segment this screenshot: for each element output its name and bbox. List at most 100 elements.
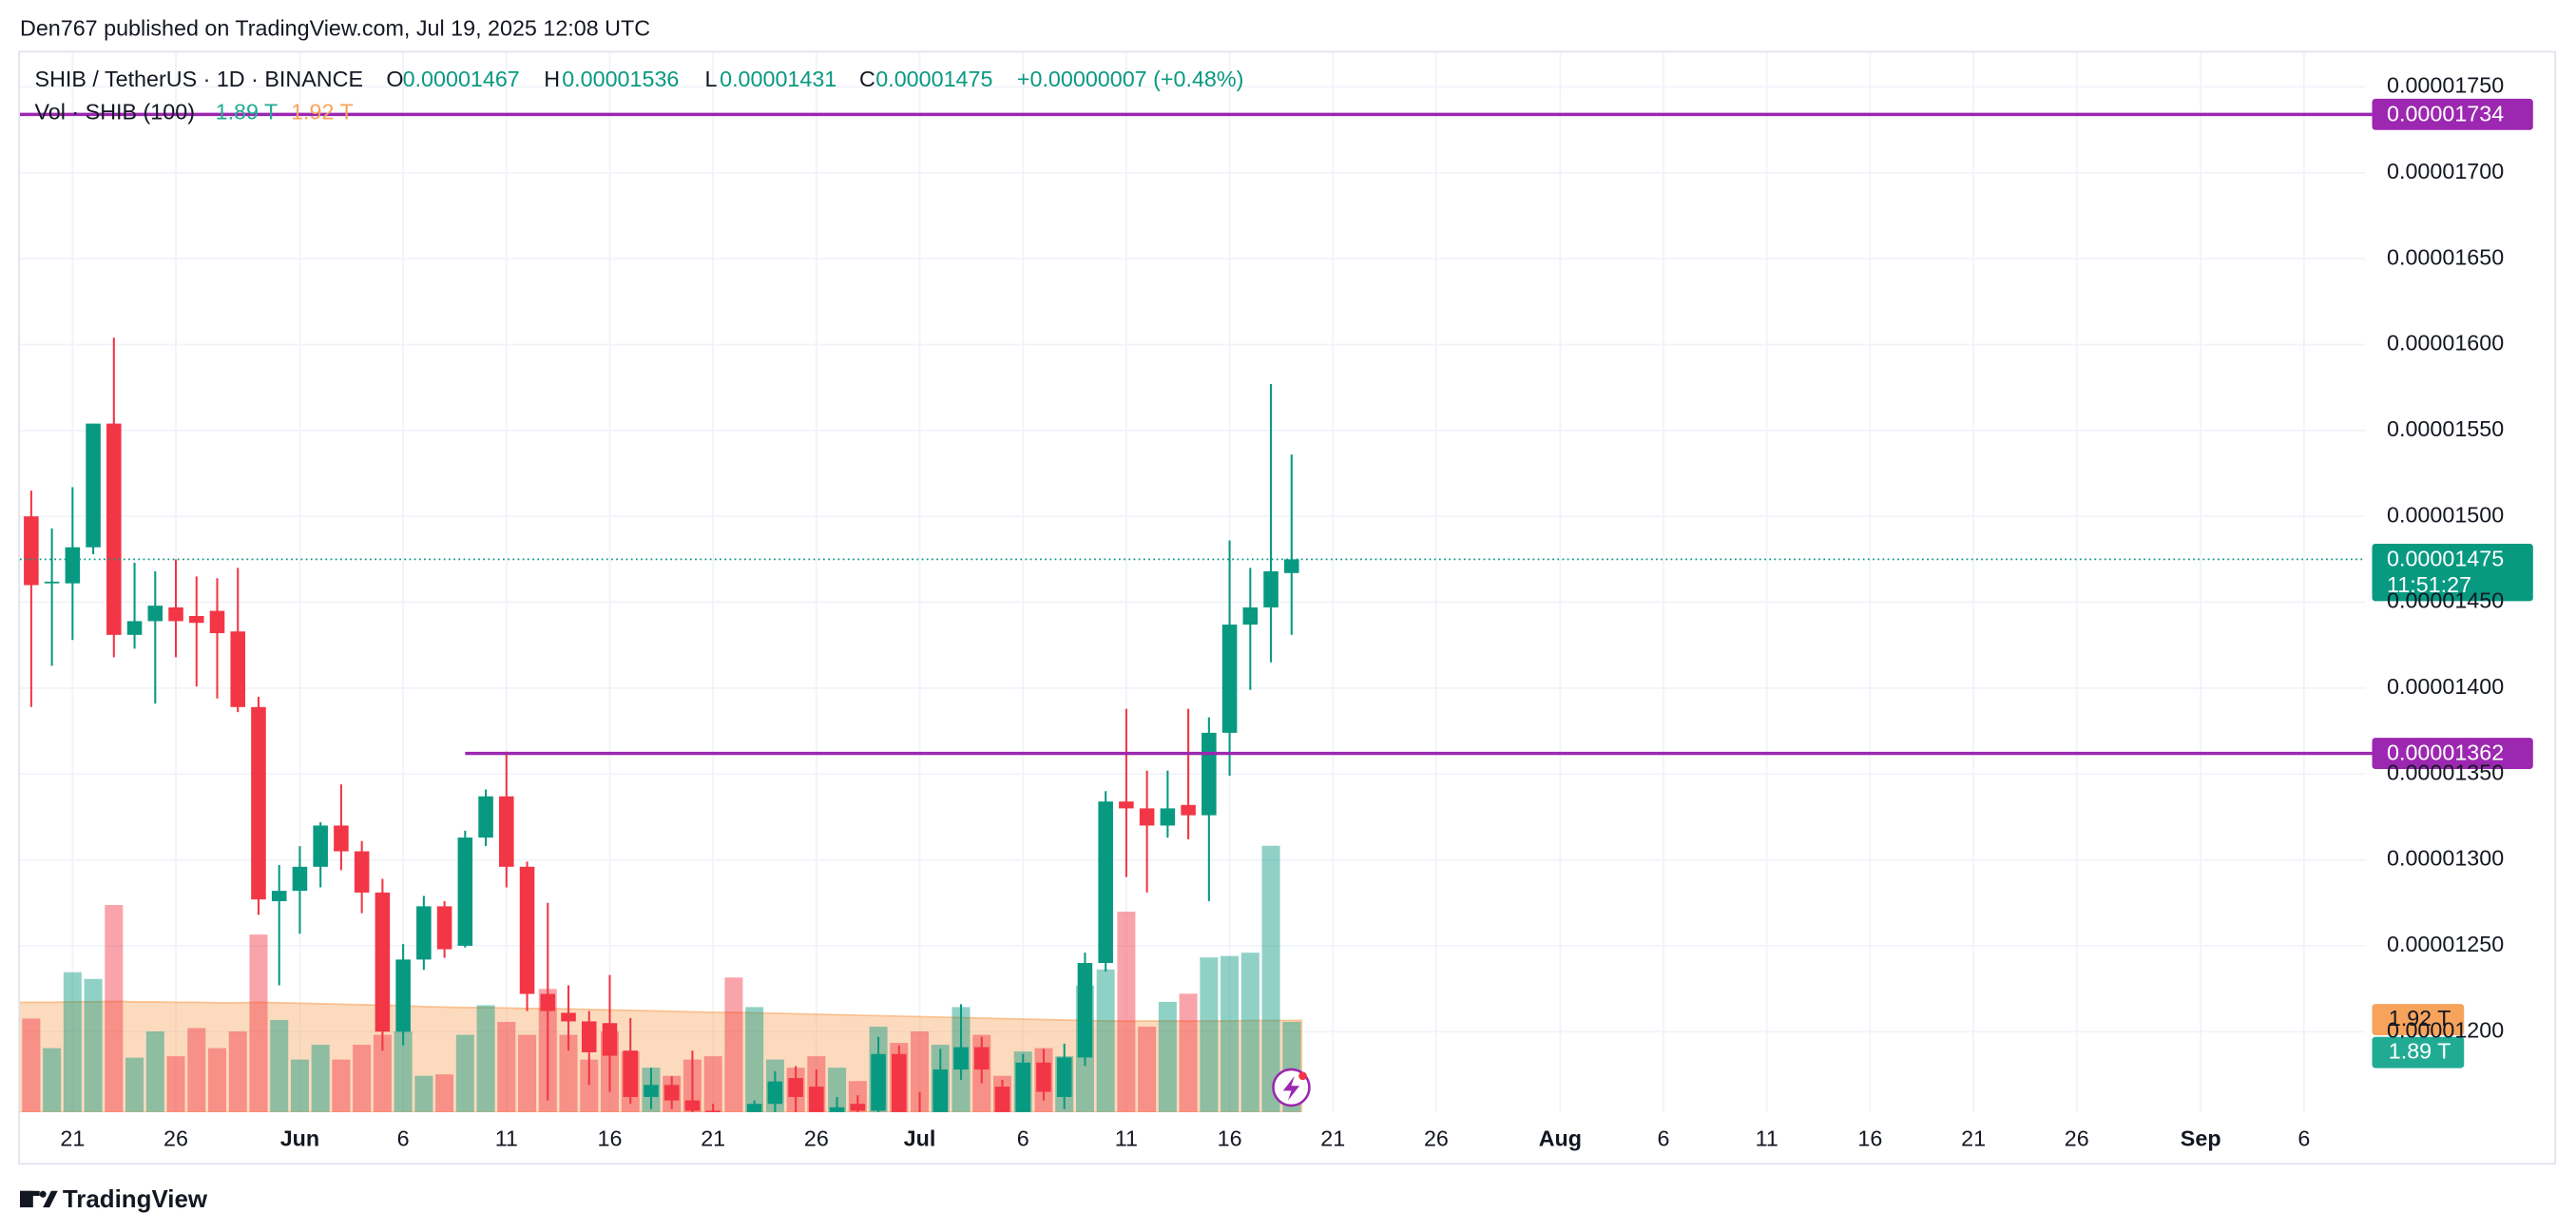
grid bbox=[19, 52, 2366, 1112]
volume-bar bbox=[911, 1031, 930, 1112]
volume-ma-area bbox=[19, 1000, 1303, 1112]
last-price-label: 0.00001475 bbox=[2387, 546, 2504, 570]
candle-body bbox=[746, 1104, 762, 1112]
chart-frame bbox=[18, 50, 2557, 1165]
x-tick-label: 26 bbox=[2065, 1126, 2089, 1150]
candle-body bbox=[209, 610, 225, 634]
candle-body bbox=[1181, 804, 1196, 816]
x-tick-label: 21 bbox=[701, 1126, 725, 1150]
volume-bar bbox=[166, 1056, 185, 1112]
x-tick-label: 21 bbox=[1961, 1126, 1986, 1150]
candle-body bbox=[1077, 963, 1093, 1058]
volume-bar bbox=[353, 1045, 372, 1112]
candle-body bbox=[499, 796, 514, 867]
candle-body bbox=[106, 423, 122, 635]
candle-body bbox=[684, 1100, 701, 1111]
volume-bar bbox=[1158, 1001, 1177, 1112]
candle-body bbox=[436, 906, 452, 950]
candle-body bbox=[271, 891, 287, 901]
volume-ma-box bbox=[2372, 1004, 2465, 1036]
legend-letter: H bbox=[544, 67, 560, 91]
candle-body bbox=[1139, 808, 1155, 826]
volume-box bbox=[2372, 1036, 2465, 1068]
y-tick-label: 0.00001700 bbox=[2387, 159, 2504, 183]
volume-bar bbox=[43, 1048, 62, 1112]
x-tick-label: 16 bbox=[1857, 1126, 1882, 1150]
candle-body bbox=[953, 1047, 969, 1070]
volume-bar bbox=[105, 904, 124, 1112]
volume-bar bbox=[145, 1031, 164, 1112]
y-tick-label: 0.00001500 bbox=[2387, 502, 2504, 527]
candle-body bbox=[1056, 1057, 1072, 1097]
candle-body bbox=[1160, 808, 1176, 826]
candle-body bbox=[230, 631, 246, 707]
volume-bar bbox=[125, 1057, 144, 1112]
candle-body bbox=[44, 581, 60, 584]
brand: TradingView bbox=[19, 1186, 208, 1213]
icon-bolt bbox=[1282, 1075, 1300, 1101]
volume-bar bbox=[476, 1005, 495, 1112]
candle-body bbox=[663, 1085, 680, 1101]
y-tick-label: 0.00001350 bbox=[2387, 760, 2504, 784]
x-tick-label: Sep bbox=[2181, 1126, 2221, 1150]
x-tick-label: 26 bbox=[163, 1126, 188, 1150]
x-tick-label: 26 bbox=[804, 1126, 829, 1150]
volume-bar bbox=[84, 978, 103, 1112]
candle-body bbox=[829, 1107, 845, 1112]
y-tick-label: 0.00001300 bbox=[2387, 846, 2504, 871]
x-tick-label: 16 bbox=[598, 1126, 623, 1150]
x-tick-label: 6 bbox=[2297, 1126, 2310, 1150]
candle-body bbox=[1098, 801, 1113, 964]
candle-body bbox=[767, 1081, 783, 1105]
logo-part bbox=[43, 1190, 58, 1208]
volume-bar bbox=[311, 1045, 330, 1112]
level-label-box bbox=[2372, 98, 2533, 130]
candle-body bbox=[188, 615, 204, 624]
plot-area bbox=[19, 337, 1303, 1112]
candle-body bbox=[1201, 732, 1217, 816]
volume-bar bbox=[828, 1068, 847, 1112]
volume-bar bbox=[518, 1034, 537, 1112]
volume-bar bbox=[1096, 969, 1115, 1112]
y-tick-label: 0.00001750 bbox=[2387, 73, 2504, 98]
legend-high: 0.00001536 bbox=[562, 67, 679, 91]
volume-bar bbox=[724, 977, 743, 1112]
candle-body bbox=[292, 866, 308, 892]
candle-body bbox=[1119, 801, 1134, 809]
legend: SHIB / TetherUS · 1D · BINANCE O 0.00001… bbox=[35, 67, 1244, 125]
level-label: 0.00001734 bbox=[2387, 101, 2504, 125]
axis-labels: 21 26 Jun 6 11 16 21 26 Jul 6 11 16 21 26 Aug 6 11 16 21 26… bbox=[60, 73, 2504, 1151]
candle-body bbox=[932, 1069, 949, 1112]
y-tick-label: 0.00001450 bbox=[2387, 588, 2504, 613]
legend-low: 0.00001431 bbox=[720, 67, 836, 91]
volume-legend: Vol · SHIB (100) bbox=[35, 99, 195, 124]
brand-name: TradingView bbox=[63, 1186, 208, 1213]
candle-body bbox=[478, 796, 493, 838]
volume-bar bbox=[249, 934, 268, 1112]
y-tick-label: 0.00001200 bbox=[2387, 1017, 2504, 1042]
volume-bar bbox=[1261, 845, 1280, 1112]
volume-bar bbox=[497, 1021, 516, 1112]
candle-body bbox=[251, 706, 266, 900]
candle-body bbox=[705, 1110, 721, 1112]
last-price-box bbox=[2372, 543, 2533, 602]
candle-body bbox=[850, 1104, 866, 1111]
x-tick-label: 6 bbox=[1017, 1126, 1029, 1150]
legend-close: 0.00001475 bbox=[875, 67, 992, 91]
legend-letter: O bbox=[386, 67, 403, 91]
x-tick-label: Jul bbox=[904, 1126, 936, 1150]
x-tick-label: Aug bbox=[1539, 1126, 1582, 1150]
candle-body bbox=[168, 606, 183, 622]
volume-ma-label: 1.92 T bbox=[2389, 1006, 2451, 1030]
volume-label: 1.89 T bbox=[2389, 1038, 2451, 1063]
candle-body bbox=[788, 1078, 803, 1097]
candle-body bbox=[126, 621, 143, 635]
candle-body bbox=[994, 1087, 1010, 1112]
x-tick-label: 6 bbox=[397, 1126, 410, 1150]
candle-body bbox=[644, 1085, 659, 1097]
volume-bar bbox=[455, 1034, 474, 1112]
volume-bar bbox=[1200, 957, 1219, 1112]
candle-body bbox=[354, 851, 370, 893]
candle-body bbox=[313, 825, 328, 867]
volume-bar bbox=[1221, 955, 1240, 1112]
